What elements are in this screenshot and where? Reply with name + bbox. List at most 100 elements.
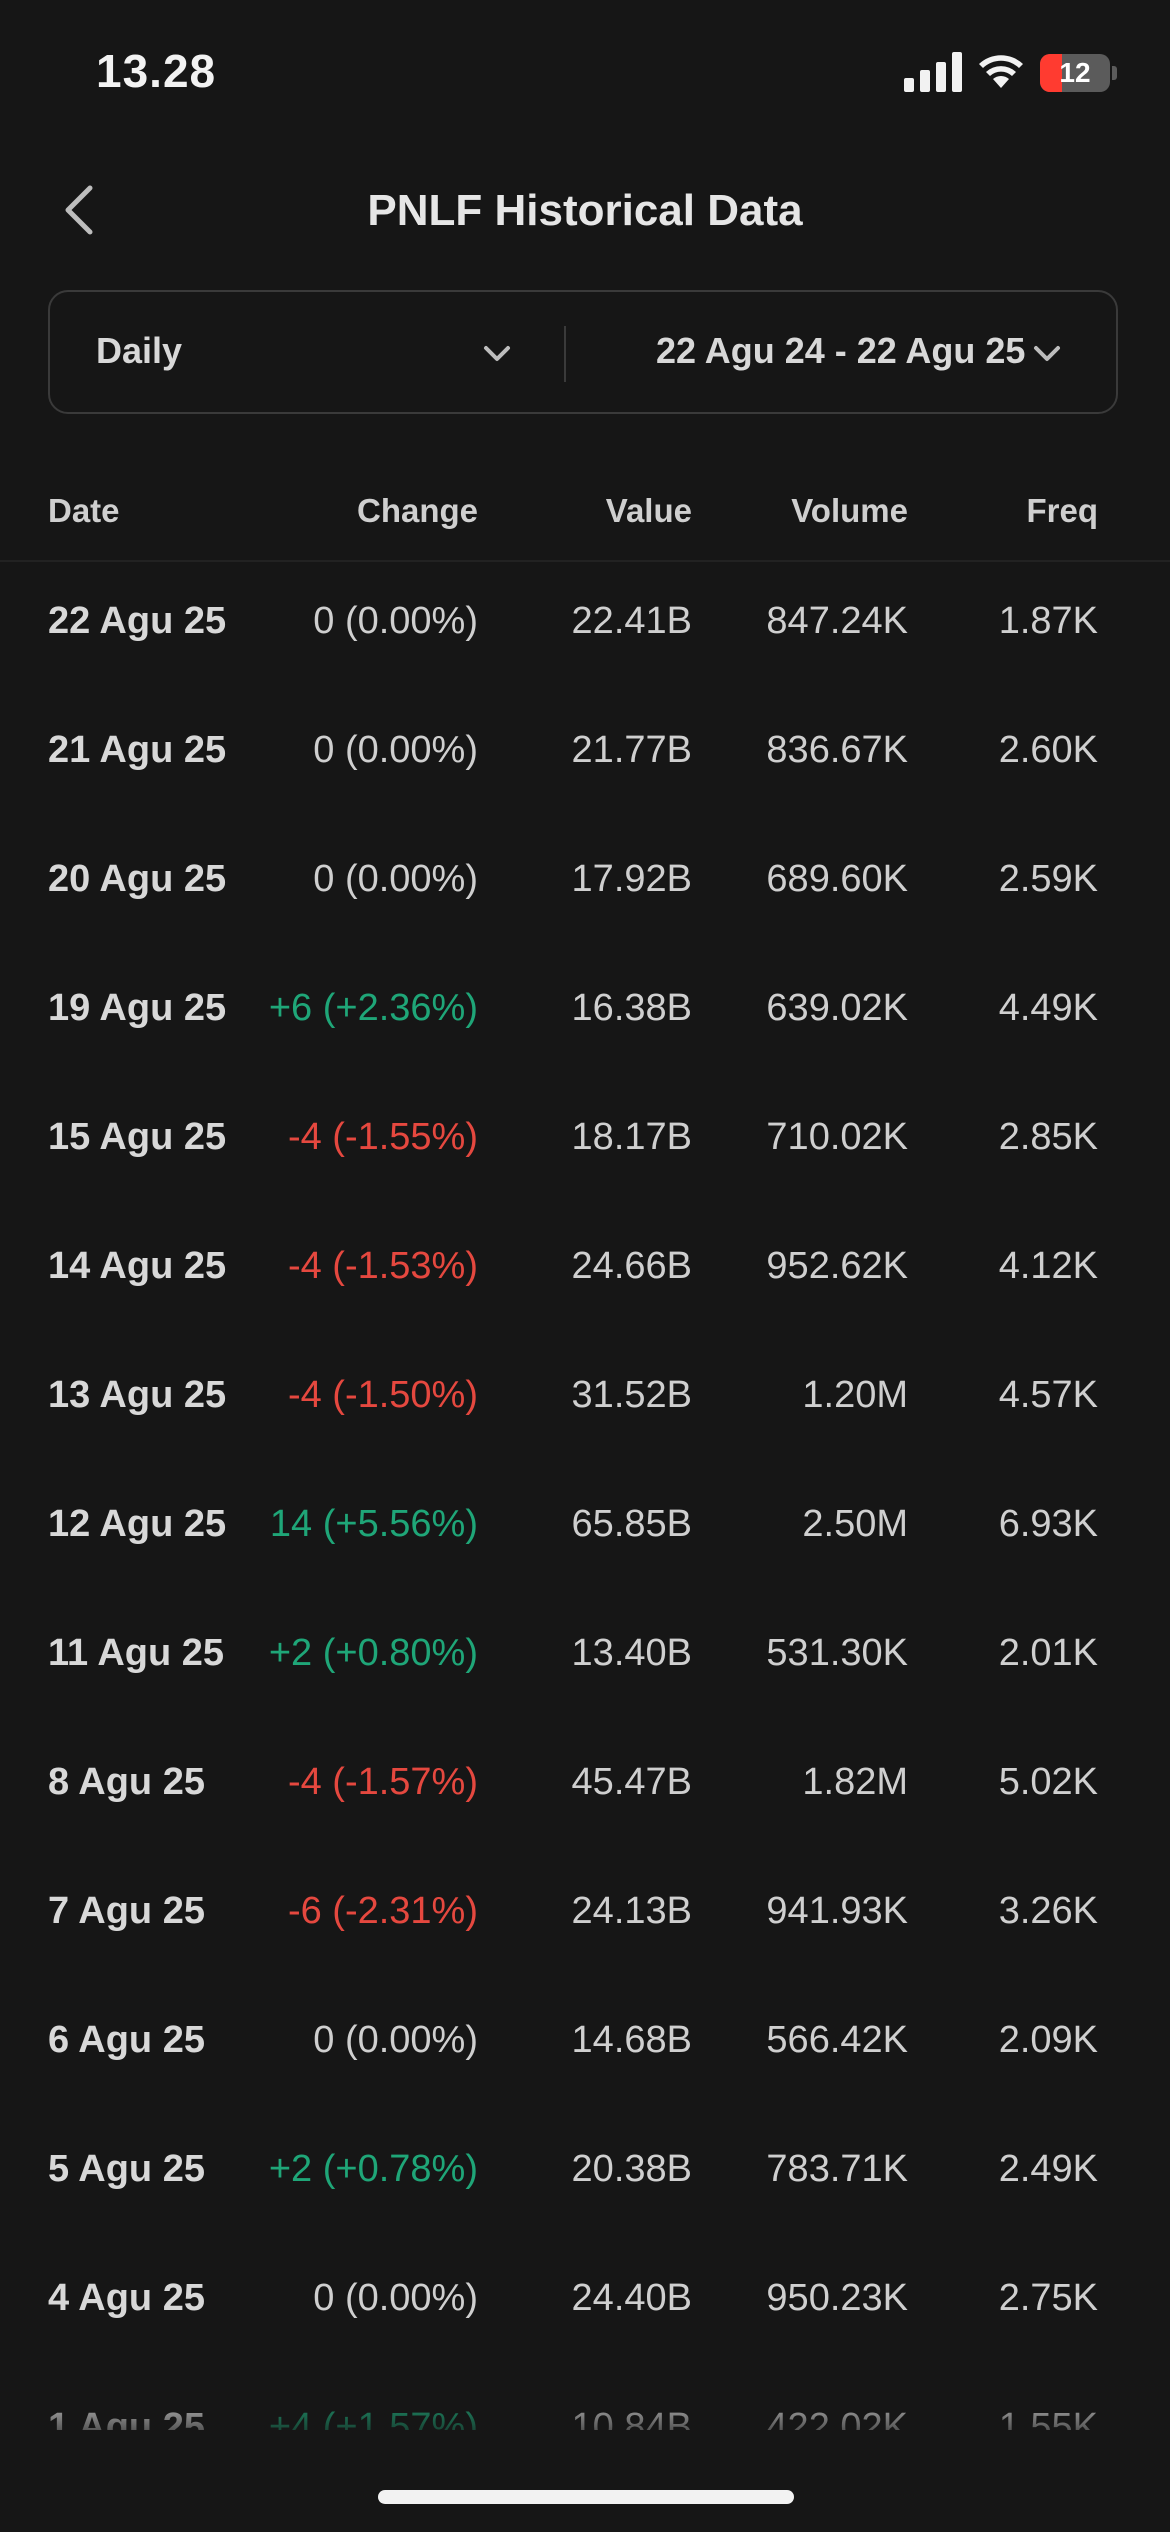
table-row[interactable]: 11 Agu 25 +2 (+0.80%) 13.40B 531.30K 2.01K (0, 1592, 1170, 1721)
row-volume: 1.20M (802, 1374, 908, 1416)
page-title: PNLF Historical Data (367, 186, 803, 235)
row-change: +2 (+0.80%) (268, 1632, 478, 1674)
row-date: 12 Agu 25 (48, 1503, 227, 1545)
column-header-freq[interactable]: Freq (1026, 492, 1098, 529)
row-volume: 2.50M (802, 1503, 908, 1545)
row-change: -4 (-1.53%) (287, 1245, 478, 1287)
header: PNLF Historical Data (0, 160, 1170, 260)
table-row[interactable]: 7 Agu 25 -6 (-2.31%) 24.13B 941.93K 3.26K (0, 1850, 1170, 1979)
table-row[interactable]: 13 Agu 25 -4 (-1.50%) 31.52B 1.20M 4.57K (0, 1334, 1170, 1463)
table-row[interactable]: 20 Agu 25 0 (0.00%) 17.92B 689.60K 2.59K (0, 818, 1170, 947)
table-row[interactable]: 22 Agu 25 0 (0.00%) 22.41B 847.24K 1.87K (0, 560, 1170, 689)
row-change: 0 (0.00%) (313, 729, 478, 771)
row-freq: 2.01K (998, 1632, 1098, 1674)
row-freq: 2.60K (998, 729, 1098, 771)
table-row[interactable]: 6 Agu 25 0 (0.00%) 14.68B 566.42K 2.09K (0, 1979, 1170, 2108)
row-date: 7 Agu 25 (48, 1890, 205, 1932)
row-date: 13 Agu 25 (48, 1374, 227, 1416)
row-freq: 4.57K (998, 1374, 1098, 1416)
row-value: 21.77B (571, 729, 692, 771)
row-freq: 4.49K (998, 987, 1098, 1029)
row-freq: 2.85K (998, 1116, 1098, 1158)
row-volume: 1.82M (802, 1761, 908, 1803)
row-volume: 836.67K (766, 729, 908, 771)
row-volume: 847.24K (766, 600, 908, 642)
table-row[interactable]: 21 Agu 25 0 (0.00%) 21.77B 836.67K 2.60K (0, 689, 1170, 818)
table-header: Date Change Value Volume Freq (0, 470, 1170, 562)
battery-icon: 12 (1040, 54, 1110, 92)
row-volume: 710.02K (766, 1116, 908, 1158)
row-freq: 2.49K (998, 2148, 1098, 2190)
row-change: 0 (0.00%) (313, 2277, 478, 2319)
row-volume: 531.30K (766, 1632, 908, 1674)
row-date: 15 Agu 25 (48, 1116, 227, 1158)
row-date: 22 Agu 25 (48, 600, 227, 642)
table-row[interactable]: 8 Agu 25 -4 (-1.57%) 45.47B 1.82M 5.02K (0, 1721, 1170, 1850)
row-volume: 952.62K (766, 1245, 908, 1287)
row-value: 31.52B (571, 1374, 692, 1416)
row-volume: 783.71K (766, 2148, 908, 2190)
row-freq: 2.09K (998, 2019, 1098, 2061)
column-header-date[interactable]: Date (48, 492, 120, 529)
cellular-signal-icon (904, 52, 962, 92)
row-change: +6 (+2.36%) (268, 987, 478, 1029)
row-date: 8 Agu 25 (48, 1761, 205, 1803)
row-freq: 1.87K (998, 600, 1098, 642)
table-row[interactable]: 19 Agu 25 +6 (+2.36%) 16.38B 639.02K 4.49K (0, 947, 1170, 1076)
battery-cap (1112, 66, 1117, 80)
row-value: 17.92B (571, 858, 692, 900)
column-header-value[interactable]: Value (605, 492, 692, 529)
row-freq: 4.12K (998, 1245, 1098, 1287)
table-row[interactable]: 5 Agu 25 +2 (+0.78%) 20.38B 783.71K 2.49K (0, 2108, 1170, 2237)
row-change: -4 (-1.57%) (287, 1761, 478, 1803)
chevron-down-icon (484, 346, 510, 361)
row-change: 0 (0.00%) (313, 858, 478, 900)
row-change: +2 (+0.78%) (268, 2148, 478, 2190)
row-change: -6 (-2.31%) (287, 1890, 478, 1932)
column-header-change[interactable]: Change (356, 492, 478, 529)
row-value: 13.40B (571, 1632, 692, 1674)
table-row[interactable]: 15 Agu 25 -4 (-1.55%) 18.17B 710.02K 2.85K (0, 1076, 1170, 1205)
row-volume: 689.60K (766, 858, 908, 900)
status-time: 13.28 (96, 45, 217, 97)
row-date: 6 Agu 25 (48, 2019, 205, 2061)
row-volume: 566.42K (766, 2019, 908, 2061)
column-header-volume[interactable]: Volume (791, 492, 908, 529)
row-volume: 941.93K (766, 1890, 908, 1932)
row-value: 24.40B (571, 2277, 692, 2319)
row-date: 11 Agu 25 (48, 1632, 225, 1674)
row-value: 18.17B (571, 1116, 692, 1158)
wifi-icon (979, 55, 1023, 88)
period-label: Daily (96, 330, 183, 371)
row-value: 24.13B (571, 1890, 692, 1932)
chevron-down-icon (1034, 346, 1060, 361)
row-date: 19 Agu 25 (48, 987, 227, 1029)
row-value: 16.38B (571, 987, 692, 1029)
date-range-label: 22 Agu 24 - 22 Agu 25 (656, 330, 1026, 371)
row-value: 65.85B (571, 1503, 692, 1545)
table-row[interactable]: 14 Agu 25 -4 (-1.53%) 24.66B 952.62K 4.12K (0, 1205, 1170, 1334)
row-freq: 3.26K (998, 1890, 1098, 1932)
row-date: 4 Agu 25 (48, 2277, 205, 2319)
back-chevron-icon[interactable] (56, 180, 106, 240)
row-value: 22.41B (571, 600, 692, 642)
home-indicator[interactable] (378, 2490, 794, 2504)
table-row[interactable]: 4 Agu 25 0 (0.00%) 24.40B 950.23K 2.75K (0, 2237, 1170, 2366)
row-volume: 950.23K (766, 2277, 908, 2319)
table-row[interactable]: 12 Agu 25 14 (+5.56%) 65.85B 2.50M 6.93K (0, 1463, 1170, 1592)
row-value: 45.47B (571, 1761, 692, 1803)
row-value: 24.66B (571, 1245, 692, 1287)
row-date: 14 Agu 25 (48, 1245, 227, 1287)
period-dropdown[interactable]: Daily (50, 292, 564, 412)
row-freq: 2.59K (998, 858, 1098, 900)
history-table-body[interactable]: 22 Agu 25 0 (0.00%) 22.41B 847.24K 1.87K 21 A… (0, 560, 1170, 2430)
row-value: 20.38B (571, 2148, 692, 2190)
status-bar: 13.28 12 (0, 0, 1170, 140)
battery-percentage: 12 (1059, 57, 1091, 88)
row-volume: 639.02K (766, 987, 908, 1029)
row-change: 0 (0.00%) (313, 2019, 478, 2061)
date-range-dropdown[interactable]: 22 Agu 24 - 22 Agu 25 (566, 292, 1116, 412)
row-date: 5 Agu 25 (48, 2148, 205, 2190)
row-date: 20 Agu 25 (48, 858, 227, 900)
row-date: 21 Agu 25 (48, 729, 227, 771)
